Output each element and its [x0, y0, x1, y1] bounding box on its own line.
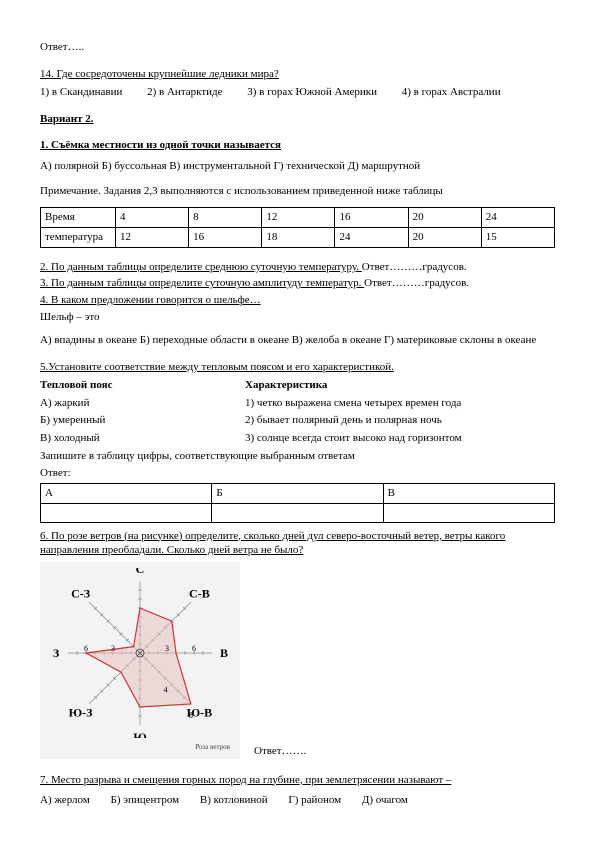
q14-opt-2: 2) в Антарктиде	[147, 86, 222, 98]
answer-line: Ответ…..	[40, 40, 555, 55]
td-v1: 12	[116, 227, 189, 247]
table-row: Время 4 8 12 16 20 24	[41, 207, 555, 227]
table-row: А Б В	[41, 483, 555, 503]
q7-opt-5: Д) очагом	[362, 794, 408, 806]
svg-text:3: 3	[165, 644, 169, 653]
abv-empty	[41, 503, 212, 522]
q5-h-right: Характеристика	[245, 378, 555, 393]
q5-a-l: А) жаркий	[40, 396, 245, 411]
th-12: 12	[262, 207, 335, 227]
svg-text:З: З	[53, 646, 59, 660]
q5-write: Запишите в таблицу цифры, соответствующи…	[40, 449, 555, 464]
table-row	[41, 503, 555, 522]
th-time: Время	[41, 207, 116, 227]
q6-title: 6. По розе ветров (на рисунке) определит…	[40, 529, 555, 559]
wind-rose-caption: Роза ветров	[50, 743, 230, 752]
th-4: 4	[116, 207, 189, 227]
q7-opt-1: А) жерлом	[40, 794, 90, 806]
abv-table: А Б В	[40, 483, 555, 523]
q7-title: 7. Место разрыва и смещения горных пород…	[40, 773, 555, 788]
q5-title: 5.Установите соответствие между тепловым…	[40, 360, 555, 375]
q5-a-r: 1) четко выражена смена четырех времен г…	[245, 396, 555, 411]
q7-options: А) жерлом Б) эпицентром В) котловиной Г)…	[40, 793, 555, 808]
q5-h-left: Тепловой пояс	[40, 378, 245, 393]
q5-headers: Тепловой пояс Характеристика	[40, 378, 555, 393]
th-20: 20	[408, 207, 481, 227]
q5-c-l: В) холодный	[40, 431, 245, 446]
td-v6: 15	[481, 227, 554, 247]
q5-b-l: Б) умеренный	[40, 413, 245, 428]
q14-opt-4: 4) в горах Австралии	[402, 86, 501, 98]
wind-rose-block: СС-ВВЮ-ВЮЮ-ЗЗС-З363648 Роза ветров Ответ…	[40, 562, 555, 758]
svg-text:Ю-З: Ю-З	[69, 706, 93, 720]
variant-heading: Вариант 2.	[40, 112, 555, 127]
svg-text:4: 4	[163, 686, 167, 695]
th-24: 24	[481, 207, 554, 227]
svg-text:С: С	[136, 568, 145, 576]
svg-text:Ю: Ю	[133, 730, 147, 738]
table-row: температура 12 16 18 24 20 15	[41, 227, 555, 247]
q1-options: А) полярной Б) буссольная В) инструмента…	[40, 159, 555, 174]
q14-opt-3: 3) в горах Южной Америки	[247, 86, 377, 98]
abv-empty	[383, 503, 554, 522]
svg-text:С-В: С-В	[189, 587, 210, 601]
q2-tail: Ответ………градусов.	[362, 261, 467, 273]
q3-tail: Ответ………градусов.	[364, 277, 469, 289]
q2-line: 2. По данным таблицы определите среднюю …	[40, 260, 555, 275]
td-v5: 20	[408, 227, 481, 247]
abv-v: В	[383, 483, 554, 503]
temperature-table: Время 4 8 12 16 20 24 температура 12 16 …	[40, 207, 555, 248]
q7-opt-3: В) котловиной	[200, 794, 268, 806]
svg-text:С-З: С-З	[71, 587, 90, 601]
q3-line: 3. По данным таблицы определите суточную…	[40, 276, 555, 291]
abv-empty	[212, 503, 383, 522]
td-v3: 18	[262, 227, 335, 247]
q4-options: А) впадины в океане Б) переходные област…	[40, 333, 555, 348]
q14-title: 14. Где сосредоточены крупнейшие ледники…	[40, 67, 555, 82]
q14-options: 1) в Скандинавии 2) в Антарктиде 3) в го…	[40, 85, 555, 100]
wind-rose-svg: СС-ВВЮ-ВЮЮ-ЗЗС-З363648	[50, 568, 230, 738]
q5-b-r: 2) бывает полярный день и полярная ночь	[245, 413, 555, 428]
q1-title: 1. Съёмка местности из одной точки назыв…	[40, 138, 555, 153]
shelf-line: Шельф – это	[40, 310, 555, 325]
td-v4: 24	[335, 227, 408, 247]
q7-opt-2: Б) эпицентром	[111, 794, 180, 806]
q3-text: 3. По данным таблицы определите суточную…	[40, 277, 364, 289]
svg-text:3: 3	[111, 644, 115, 653]
q7-opt-4: Г) районом	[288, 794, 341, 806]
q5-answer: Ответ:	[40, 466, 555, 481]
svg-text:6: 6	[192, 644, 196, 653]
q5-row-a: А) жаркий 1) четко выражена смена четыре…	[40, 396, 555, 411]
q5-row-c: В) холодный 3) солнце всегда стоит высок…	[40, 431, 555, 446]
th-8: 8	[189, 207, 262, 227]
q14-opt-1: 1) в Скандинавии	[40, 86, 122, 98]
svg-text:8: 8	[189, 711, 193, 720]
svg-text:6: 6	[84, 644, 88, 653]
q2-text: 2. По данным таблицы определите среднюю …	[40, 261, 362, 273]
abv-a: А	[41, 483, 212, 503]
svg-text:В: В	[220, 646, 228, 660]
td-v2: 16	[189, 227, 262, 247]
abv-b: Б	[212, 483, 383, 503]
th-16: 16	[335, 207, 408, 227]
q5-c-r: 3) солнце всегда стоит высоко над горизо…	[245, 431, 555, 446]
td-temp-label: температура	[41, 227, 116, 247]
q4-line: 4. В каком предложении говорится о шельф…	[40, 293, 555, 308]
note-text: Примечание. Задания 2,3 выполняются с ис…	[40, 184, 555, 199]
q6-answer: Ответ…….	[254, 744, 306, 759]
q5-row-b: Б) умеренный 2) бывает полярный день и п…	[40, 413, 555, 428]
wind-rose-figure: СС-ВВЮ-ВЮЮ-ЗЗС-З363648 Роза ветров	[40, 562, 240, 758]
